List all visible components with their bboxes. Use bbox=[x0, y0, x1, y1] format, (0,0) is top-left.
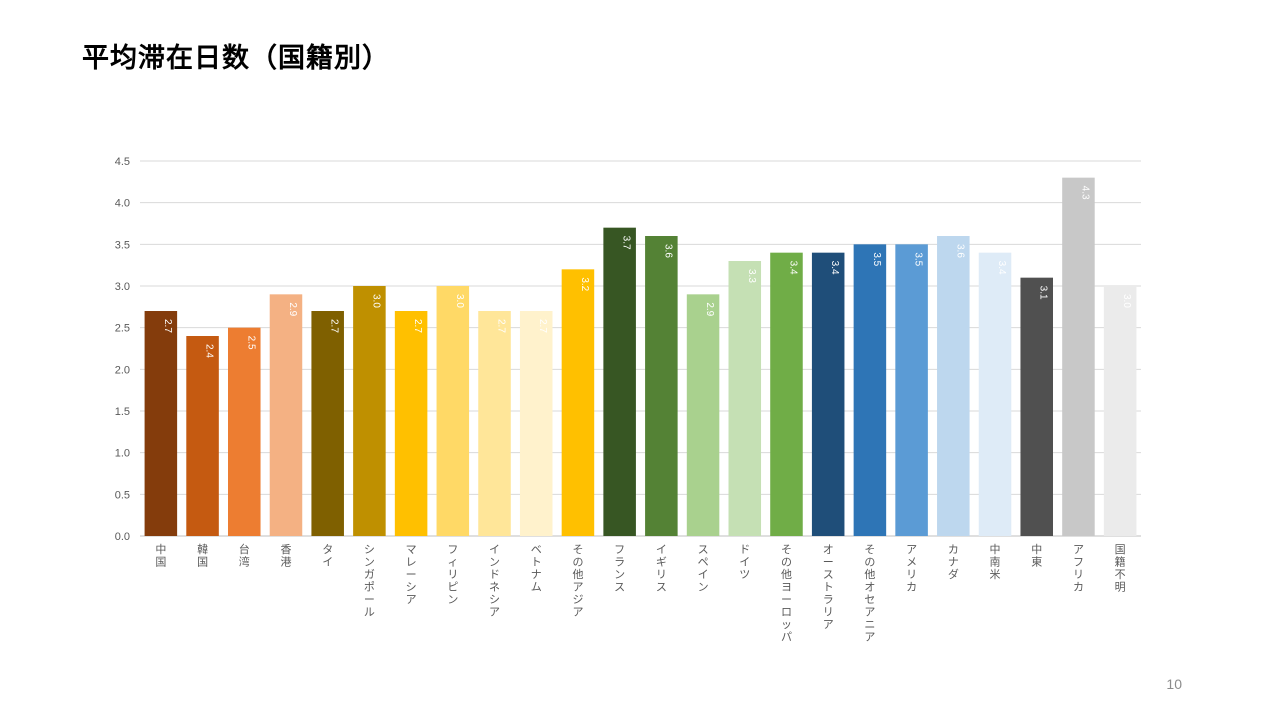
data-label: 2.7 bbox=[496, 319, 507, 333]
bar bbox=[478, 311, 511, 536]
y-axis-ticks: 0.0 0.5 1.0 1.5 2.0 2.5 3.0 3.5 4.0 4.5 bbox=[115, 156, 130, 543]
bar bbox=[1020, 277, 1053, 536]
bar bbox=[603, 227, 636, 536]
data-label: 3.3 bbox=[746, 269, 757, 283]
x-tick-label: イギリス bbox=[656, 543, 667, 594]
data-label: 4.3 bbox=[1079, 186, 1090, 200]
x-tick-label: ドイツ bbox=[739, 543, 750, 581]
data-label: 3.4 bbox=[787, 261, 798, 275]
bar bbox=[978, 252, 1012, 536]
bars bbox=[144, 177, 1137, 537]
y-tick-label: 4.0 bbox=[115, 198, 130, 210]
data-label: 2.7 bbox=[537, 319, 548, 333]
y-tick-label: 2.5 bbox=[115, 323, 130, 335]
data-label: 3.1 bbox=[1038, 286, 1049, 300]
bar bbox=[186, 336, 219, 536]
data-label: 3.2 bbox=[579, 277, 590, 291]
data-labels: 2.7 2.4 2.5 2.9 2.7 3.0 2.7 3.0 2.7 2.7 3.2 3.7 3.6 2… bbox=[162, 186, 1132, 359]
data-label: 2.7 bbox=[329, 319, 340, 333]
data-label: 2.9 bbox=[287, 302, 298, 316]
bar bbox=[436, 286, 470, 536]
x-tick-label: その他ヨーロッパ bbox=[781, 543, 792, 644]
bar bbox=[519, 311, 553, 536]
bar bbox=[1062, 177, 1095, 536]
x-tick-label: その他アジア bbox=[572, 543, 583, 619]
x-tick-label: アフリカ bbox=[1073, 543, 1084, 594]
bar bbox=[144, 311, 178, 536]
data-label: 3.6 bbox=[662, 244, 673, 258]
x-tick-label: 韓国 bbox=[197, 543, 208, 569]
y-tick-label: 2.0 bbox=[115, 364, 130, 376]
x-tick-label: マレーシア bbox=[406, 543, 417, 606]
y-tick-label: 1.5 bbox=[115, 406, 130, 418]
bar bbox=[1103, 286, 1137, 536]
bar bbox=[853, 244, 887, 537]
x-tick-label: スペイン bbox=[698, 543, 709, 594]
bar bbox=[645, 236, 678, 536]
bar bbox=[770, 252, 803, 536]
data-label: 2.9 bbox=[704, 302, 715, 316]
bar bbox=[895, 244, 928, 537]
x-tick-label: 国籍不明 bbox=[1115, 543, 1126, 594]
y-tick-label: 3.0 bbox=[115, 281, 130, 293]
data-label: 3.4 bbox=[996, 261, 1007, 275]
x-tick-label: 中南米 bbox=[990, 543, 1001, 581]
bar bbox=[228, 327, 261, 536]
grid-lines bbox=[140, 160, 1141, 537]
y-tick-label: 0.5 bbox=[115, 489, 130, 501]
bar bbox=[311, 311, 344, 536]
data-label: 3.0 bbox=[1121, 294, 1132, 308]
x-tick-label: 台湾 bbox=[239, 542, 250, 569]
x-tick-label: インドネシア bbox=[489, 543, 500, 619]
x-tick-label: フィリピン bbox=[447, 543, 458, 606]
x-axis-ticks: 中国 韓国 台湾 香港 タイ シンガポール マレーシア フィリピン インドネシア ベトナム その他ア… bbox=[155, 542, 1125, 644]
x-tick-label: 中東 bbox=[1031, 543, 1042, 569]
x-tick-label: 中国 bbox=[155, 543, 166, 569]
x-tick-label: カナダ bbox=[948, 543, 959, 581]
bar bbox=[353, 286, 386, 536]
data-label: 3.5 bbox=[871, 252, 882, 266]
y-tick-label: 3.5 bbox=[115, 239, 130, 251]
data-label: 3.6 bbox=[954, 244, 965, 258]
page-number: 10 bbox=[1166, 676, 1182, 692]
bar bbox=[269, 294, 303, 536]
data-label: 2.7 bbox=[162, 319, 173, 333]
y-tick-label: 0.0 bbox=[115, 531, 130, 543]
slide-title: 平均滞在日数（国籍別） bbox=[82, 43, 390, 74]
y-tick-label: 1.0 bbox=[115, 448, 130, 460]
data-label: 3.7 bbox=[621, 236, 632, 250]
data-label: 3.0 bbox=[370, 294, 381, 308]
data-label: 2.4 bbox=[204, 344, 215, 358]
data-label: 3.0 bbox=[454, 294, 465, 308]
bar bbox=[937, 236, 970, 536]
x-tick-label: オーストラリア bbox=[823, 543, 834, 631]
x-tick-label: フランス bbox=[614, 543, 625, 594]
bar bbox=[561, 269, 595, 536]
x-tick-label: アメリカ bbox=[906, 543, 917, 594]
y-tick-label: 4.5 bbox=[115, 156, 130, 168]
x-tick-label: その他オセアニア bbox=[864, 543, 875, 644]
data-label: 2.5 bbox=[245, 336, 256, 350]
bar bbox=[811, 252, 845, 536]
x-tick-label: シンガポール bbox=[364, 543, 375, 619]
bar bbox=[686, 294, 720, 536]
x-tick-label: 香港 bbox=[280, 543, 291, 569]
data-label: 3.4 bbox=[829, 261, 840, 275]
x-tick-label: ベトナム bbox=[531, 543, 542, 594]
bar bbox=[394, 311, 428, 536]
bar bbox=[728, 261, 762, 536]
data-label: 3.5 bbox=[913, 252, 924, 266]
data-label: 2.7 bbox=[412, 319, 423, 333]
x-tick-label: タイ bbox=[322, 543, 333, 569]
